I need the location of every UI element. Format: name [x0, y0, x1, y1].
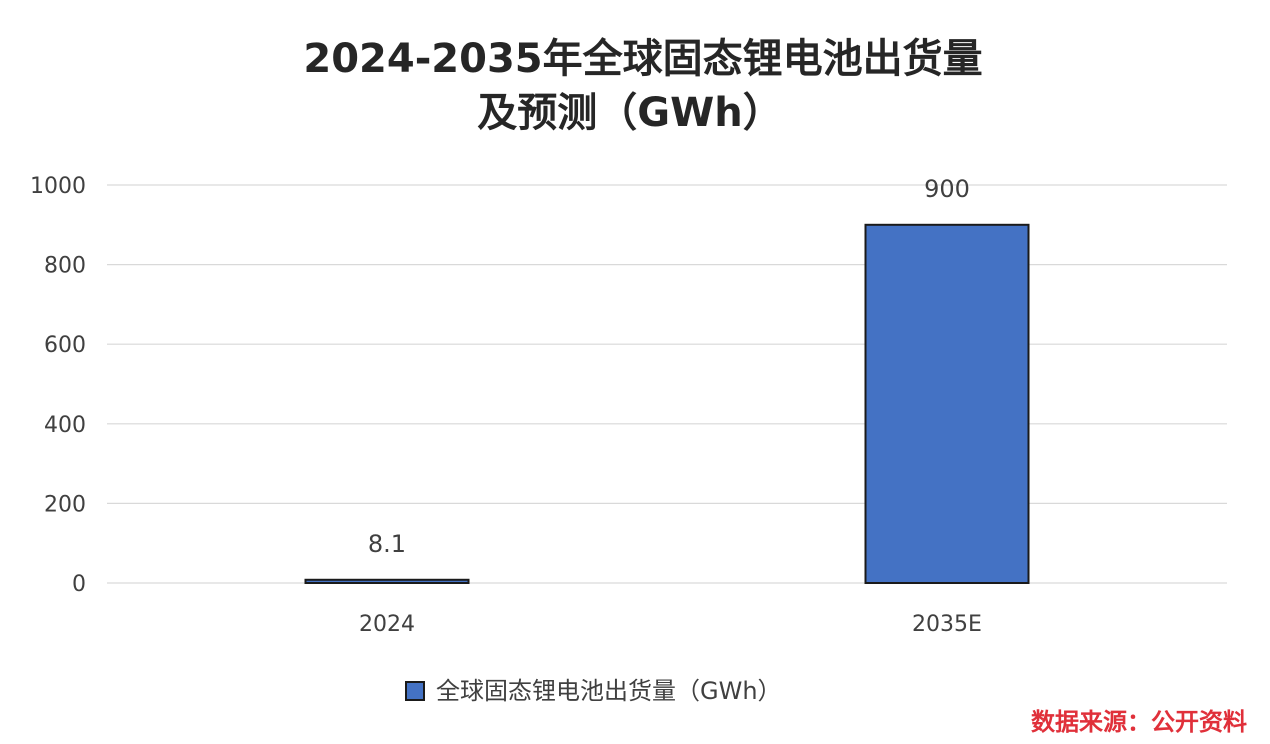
y-tick-label: 1000	[30, 174, 86, 199]
chart-title-line-1: 2024-2035年全球固态锂电池出货量	[303, 36, 982, 82]
x-axis-tick-labels: 2024 2035E	[359, 612, 982, 637]
bar-2035E	[864, 223, 1030, 585]
grid-lines	[107, 184, 1227, 584]
x-tick-label-2035E: 2035E	[912, 612, 982, 637]
y-tick-label: 0	[72, 572, 86, 597]
source-note: 数据来源：公开资料	[1031, 708, 1247, 736]
data-label-2035E: 900	[924, 175, 970, 203]
y-tick-label: 200	[44, 492, 86, 517]
legend-swatch	[405, 681, 425, 701]
bar-series	[304, 223, 1030, 585]
y-tick-label: 800	[44, 254, 86, 279]
bar-2024	[304, 578, 470, 584]
chart-title-line-2: 及预测（GWh）	[477, 90, 782, 136]
y-tick-label: 600	[44, 333, 86, 358]
x-tick-label-2024: 2024	[359, 612, 415, 637]
legend-label: 全球固态锂电池出货量（GWh）	[436, 677, 782, 705]
y-tick-label: 400	[44, 413, 86, 438]
legend: 全球固态锂电池出货量（GWh）	[405, 677, 782, 705]
data-labels: 8.1 900	[368, 175, 970, 558]
data-label-2024: 8.1	[368, 530, 406, 558]
chart-title: 2024-2035年全球固态锂电池出货量 及预测（GWh）	[303, 36, 982, 136]
y-axis-tick-labels: 0 200 400 600 800 1000	[30, 174, 86, 597]
